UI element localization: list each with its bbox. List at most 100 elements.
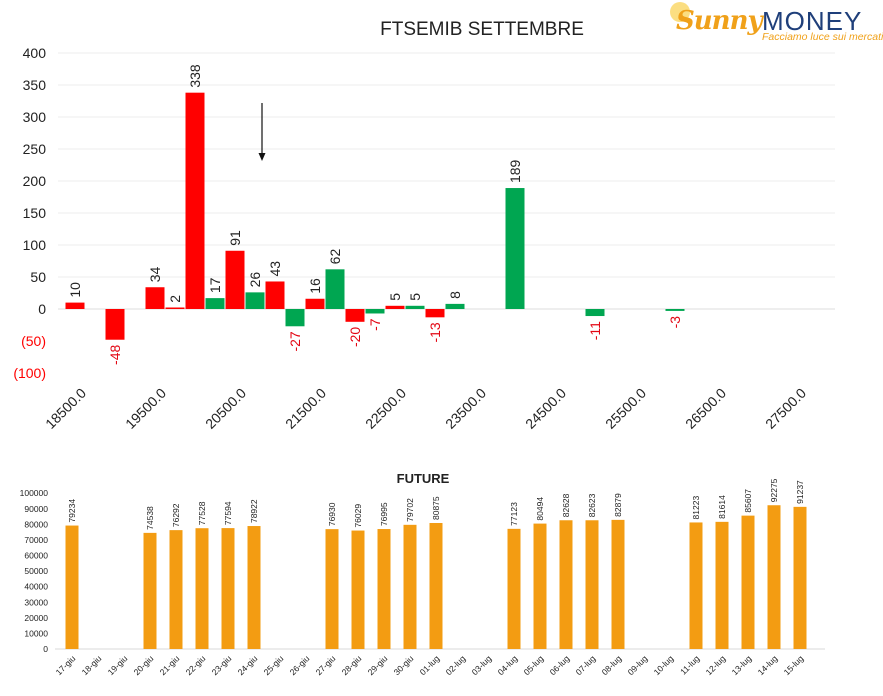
chart1-ytick-label: 100 (23, 237, 47, 253)
chart1-bar (205, 298, 225, 309)
chart2-data-label: 92275 (769, 478, 779, 502)
chart1-title: FTSEMIB SETTEMBRE (380, 19, 584, 40)
chart1-bar (365, 309, 385, 314)
chart1-data-label: -13 (427, 322, 443, 342)
chart1-data-label: 62 (327, 249, 343, 265)
chart2-xtick-label: 19-giu (106, 653, 130, 677)
chart1-xtick-label: 19500.0 (122, 385, 169, 432)
chart1-data-label: -48 (107, 345, 123, 365)
chart1-bar (345, 309, 365, 322)
chart2-bar (793, 506, 807, 649)
chart2-xtick-label: 28-giu (340, 653, 364, 677)
chart2-xtick-label: 02-lug (444, 653, 468, 677)
chart1-bar (165, 307, 185, 309)
chart2-data-label: 81614 (717, 495, 727, 519)
chart2-xtick-label: 09-lug (626, 653, 650, 677)
chart1-ytick-label: (100) (13, 365, 46, 381)
chart2-data-label: 78922 (249, 499, 259, 523)
logo-tagline: Facciamo luce sui mercati (762, 31, 883, 43)
chart1-bar (265, 281, 285, 309)
chart2-bar (559, 520, 573, 649)
chart1-ytick-label: 50 (30, 269, 46, 285)
chart2-bar (247, 526, 261, 649)
chart1-xtick-label: 25500.0 (602, 385, 649, 432)
chart1-xtick-label: 22500.0 (362, 385, 409, 432)
chart1-bar (385, 305, 405, 309)
chart2-data-label: 81223 (691, 496, 701, 520)
chart1-bar (665, 309, 685, 311)
chart1-data-label: 17 (207, 277, 223, 293)
chart1-data-label: 8 (447, 291, 463, 299)
chart2-xtick-label: 03-lug (470, 653, 494, 677)
chart2-bar (767, 505, 781, 649)
chart2-ytick-label: 10000 (24, 628, 48, 638)
chart2-data-label: 77123 (509, 502, 519, 526)
chart2-data-label: 76995 (379, 502, 389, 526)
chart1-data-label: 5 (387, 293, 403, 301)
chart2-data-label: 82879 (613, 493, 623, 517)
chart1-bar (425, 309, 445, 318)
chart1-data-label: 5 (407, 293, 423, 301)
chart1-bar (185, 92, 205, 310)
chart2-ytick-label: 50000 (24, 566, 48, 576)
chart2-ytick-label: 40000 (24, 582, 48, 592)
chart2-title: FUTURE (397, 471, 450, 486)
chart1-bar (145, 287, 165, 309)
chart2-xtick-label: 25-giu (262, 653, 286, 677)
chart2-ytick-label: 30000 (24, 597, 48, 607)
chart1-bar (305, 298, 325, 309)
chart1-data-label: 43 (267, 261, 283, 277)
chart2-ytick-label: 60000 (24, 551, 48, 561)
chart1-ytick-label: 0 (38, 301, 46, 317)
chart2-bar (715, 521, 729, 649)
sunnymoney-logo: Sunny MONEY Facciamo luce sui mercati (670, 2, 883, 44)
chart2-data-label: 80494 (535, 497, 545, 521)
chart1-data-label: 91 (227, 230, 243, 246)
chart1-data-label: 2 (167, 295, 183, 303)
chart1-bar (65, 302, 85, 309)
chart2-xtick-label: 30-giu (392, 653, 416, 677)
chart2-bar (351, 530, 365, 649)
chart1-bar (505, 188, 525, 309)
chart1-bar (405, 305, 425, 309)
chart2-bar (169, 530, 183, 649)
chart2-data-label: 91237 (795, 480, 805, 504)
chart2-bar (533, 523, 547, 649)
chart2-xtick-label: 18-giu (80, 653, 104, 677)
chart1-xtick-label: 26500.0 (682, 385, 729, 432)
chart1-bar (285, 309, 305, 327)
chart2-ytick-label: 80000 (24, 519, 48, 529)
chart2-xtick-label: 11-lug (678, 653, 702, 677)
chart2-bar (689, 522, 703, 649)
chart2-bar (325, 529, 339, 649)
chart2-bar (507, 528, 521, 649)
chart2-bar (143, 532, 157, 649)
logo-sunny-text: Sunny (676, 6, 763, 36)
chart2-xtick-label: 20-giu (132, 653, 156, 677)
chart2-xtick-label: 07-lug (574, 653, 598, 677)
chart2-bar (429, 522, 443, 649)
chart2-bar (221, 528, 235, 649)
chart2-xtick-label: 23-giu (210, 653, 234, 677)
chart2-ytick-label: 100000 (20, 488, 49, 498)
chart1-bar (245, 292, 265, 309)
chart1-bar (325, 269, 345, 309)
chart1-xtick-label: 21500.0 (282, 385, 329, 432)
chart1-ytick-label: 300 (23, 109, 47, 125)
chart2-xtick-label: 29-giu (366, 653, 390, 677)
arrow-annotation-head (258, 153, 266, 161)
chart1-ytick-label: (50) (21, 333, 46, 349)
chart1-data-label: 34 (147, 266, 163, 282)
chart1-ytick-label: 150 (23, 205, 47, 221)
chart2-bar (65, 525, 79, 649)
chart2-xtick-label: 08-lug (600, 653, 624, 677)
chart1-bar (585, 309, 605, 317)
chart2-xtick-label: 06-lug (548, 653, 572, 677)
chart2-bar (585, 520, 599, 649)
chart2-data-label: 77528 (197, 501, 207, 525)
chart1-data-label: -27 (287, 331, 303, 351)
chart2-xtick-label: 21-giu (158, 653, 182, 677)
chart2-bar (403, 524, 417, 649)
chart1-ytick-label: 200 (23, 173, 47, 189)
